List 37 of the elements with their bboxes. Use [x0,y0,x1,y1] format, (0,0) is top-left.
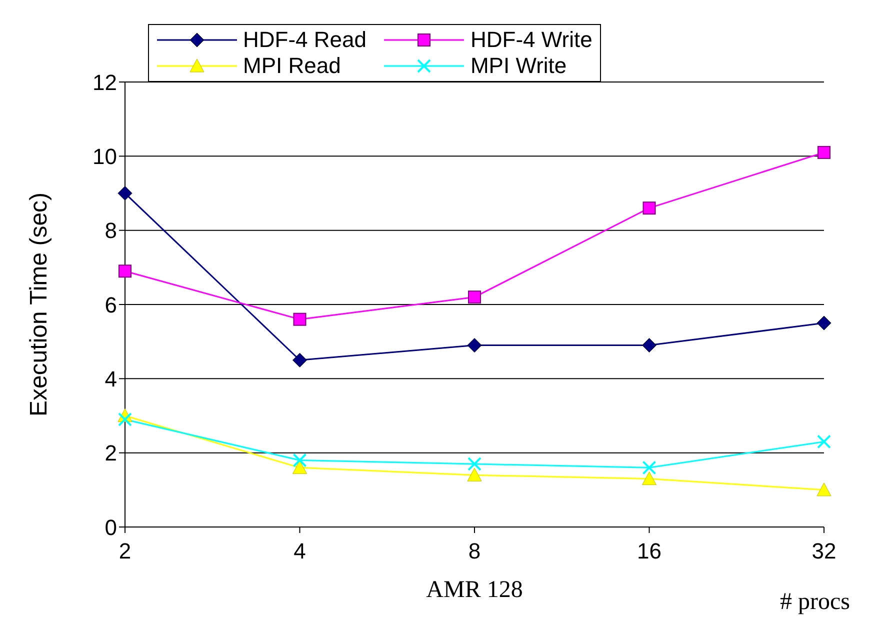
point [642,202,656,215]
x-tick-label: 32 [812,538,836,564]
y-tick-label: 6 [104,292,117,318]
point [467,338,482,353]
point [468,290,481,304]
x-tick-label: 4 [294,538,306,564]
point [467,468,482,482]
point [468,456,482,471]
y-tick-label: 2 [104,440,117,466]
point [816,316,832,330]
y-axis-title: Execution Time (sec) [26,192,53,417]
point [292,453,307,468]
x-axis-title: AMR 128 [426,577,523,603]
point [118,264,132,278]
legend-label: MPI Write [470,53,567,79]
legend-label: MPI Read [243,53,341,79]
y-tick-label: 12 [92,70,117,95]
point [118,412,132,426]
point [118,186,132,200]
point [817,434,831,449]
x-tick-label: 8 [468,538,481,564]
point [642,338,656,353]
point [642,472,656,486]
point [292,352,307,368]
y-tick-label: 4 [104,366,117,392]
legend-label: HDF-4 Write [470,27,592,53]
legend-label: HDF-4 Read [243,27,366,53]
point [816,482,832,496]
point [818,146,830,159]
y-tick-label: 10 [92,144,117,169]
point [642,460,656,475]
y-tick-label: 0 [104,514,117,540]
x-tick-label: 16 [637,538,662,564]
y-tick-label: 8 [104,218,117,244]
text: # procs [780,589,850,616]
point [293,312,306,326]
point [292,460,307,474]
